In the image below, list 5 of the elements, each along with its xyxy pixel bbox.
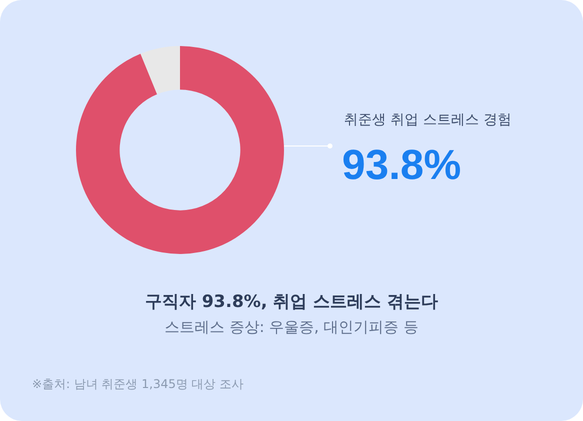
- slice-label: 취준생 취업 스트레스 경험: [344, 112, 512, 128]
- text: ※출처: 남녀 취준생 1,345명 대상 조사: [32, 376, 244, 393]
- text: 구직자 93.8%, 취업 스트레스 겪는다: [144, 291, 440, 313]
- data-label: 93.8%: [342, 141, 462, 188]
- text: 스트레스 증상: 우울증, 대인기피증 등: [164, 318, 420, 337]
